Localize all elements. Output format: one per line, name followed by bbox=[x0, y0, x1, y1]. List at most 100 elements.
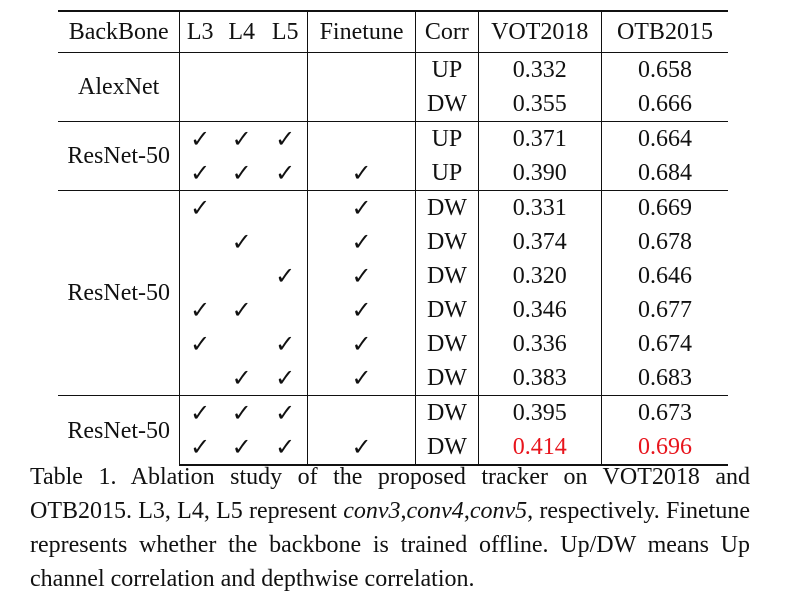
l4-check-cell: ✓ bbox=[220, 121, 264, 156]
l5-check-cell bbox=[263, 293, 308, 327]
caption-prefix: Table 1. Ablation study of the proposed … bbox=[30, 464, 750, 524]
vot2018-cell: 0.383 bbox=[478, 361, 602, 396]
finetune-check-cell: ✓ bbox=[307, 361, 417, 396]
l3-check-cell bbox=[180, 87, 220, 122]
vot2018-cell: 0.355 bbox=[478, 87, 602, 122]
corr-cell: DW bbox=[415, 190, 479, 225]
caption-sep1: , bbox=[400, 498, 407, 524]
backbone-cell: ResNet-50 bbox=[58, 395, 181, 465]
finetune-check-cell: ✓ bbox=[307, 430, 417, 466]
finetune-check-cell: ✓ bbox=[307, 293, 417, 327]
finetune-check-cell: ✓ bbox=[307, 156, 417, 191]
caption-text: Table 1. Ablation study of the proposed … bbox=[30, 460, 750, 596]
finetune-check-cell: ✓ bbox=[307, 327, 417, 361]
corr-cell: DW bbox=[415, 259, 479, 293]
l3-check-cell: ✓ bbox=[179, 190, 220, 225]
l3-check-cell bbox=[180, 361, 220, 396]
l4-check-cell: ✓ bbox=[220, 430, 264, 466]
l4-check-cell: ✓ bbox=[220, 395, 264, 430]
caption-conv5: conv5 bbox=[469, 498, 528, 524]
l3-check-cell bbox=[180, 225, 220, 259]
caption-conv3: conv3 bbox=[343, 498, 401, 524]
l5-check-cell: ✓ bbox=[263, 259, 308, 293]
corr-cell: DW bbox=[415, 430, 479, 466]
finetune-check-cell: ✓ bbox=[307, 225, 417, 259]
l3-check-cell: ✓ bbox=[190, 296, 211, 324]
vot2018-cell: 0.414 bbox=[478, 430, 602, 466]
l5-check-cell: ✓ bbox=[263, 327, 308, 361]
l5-check-cell: ✓ bbox=[263, 361, 308, 396]
corr-cell: DW bbox=[415, 293, 479, 327]
l3-check-cell bbox=[180, 259, 220, 293]
corr-cell: DW bbox=[415, 327, 479, 361]
finetune-check-cell bbox=[307, 121, 417, 156]
l4-check-cell: ✓ bbox=[231, 364, 252, 392]
l5-check-cell bbox=[263, 52, 308, 87]
table-row: ResNet-50 ✓ ✓ DW 0.331 0.669 bbox=[58, 190, 728, 396]
corr-cell: UP bbox=[415, 121, 479, 156]
finetune-check-cell bbox=[307, 87, 417, 122]
l5-check-cell: ✓ bbox=[263, 430, 308, 466]
header-corr: Corr bbox=[415, 10, 479, 53]
caption-conv4: conv4 bbox=[406, 498, 464, 524]
vot2018-cell: 0.371 bbox=[478, 121, 602, 156]
vot2018-cell: 0.395 bbox=[478, 395, 602, 430]
table-row: ✓ ✓ ✓ DW 0.383 0.683 bbox=[58, 361, 728, 396]
table-body: AlexNet UP 0.332 0.658 DW 0.355 0.666 ResNet-50… bbox=[58, 52, 728, 466]
backbone-cell: AlexNet bbox=[58, 52, 181, 122]
finetune-check-cell bbox=[307, 395, 417, 430]
otb2015-cell: 0.674 bbox=[637, 331, 692, 357]
table-row: ✓ ✓ ✓ DW 0.336 0.674 bbox=[58, 327, 728, 361]
vot2018-cell: 0.374 bbox=[478, 225, 602, 259]
table-row: ✓ ✓ ✓ ✓ DW 0.414 0.696 bbox=[58, 430, 728, 466]
l5-check-cell: ✓ bbox=[263, 121, 308, 156]
l5-check-cell bbox=[263, 225, 308, 259]
vot2018-cell: 0.346 bbox=[478, 293, 602, 327]
backbone-cell: ResNet-50 bbox=[58, 121, 181, 191]
l4-check-cell bbox=[220, 190, 264, 225]
otb2015-cell: 0.677 bbox=[637, 297, 692, 323]
otb2015-cell: 0.696 bbox=[601, 430, 728, 466]
l3-check-cell: ✓ bbox=[179, 430, 220, 466]
vot2018-cell: 0.390 bbox=[478, 156, 602, 191]
finetune-check-cell: ✓ bbox=[307, 259, 417, 293]
header-l5: L5 bbox=[263, 10, 308, 53]
table-row: DW 0.355 0.666 bbox=[58, 87, 728, 122]
l4-check-cell: ✓ bbox=[231, 228, 252, 256]
l5-check-cell bbox=[263, 190, 308, 225]
finetune-check-cell: ✓ bbox=[307, 190, 417, 225]
table-caption: Table 1. Ablation study of the proposed … bbox=[30, 460, 750, 596]
table-row: ✓ ✓ ✓ DW 0.346 0.677 bbox=[58, 293, 728, 327]
otb2015-cell: 0.673 bbox=[601, 395, 728, 430]
header-finetune: Finetune bbox=[307, 10, 417, 53]
otb2015-cell: 0.658 bbox=[637, 57, 692, 83]
l3-check-cell: ✓ bbox=[179, 395, 220, 430]
header-otb2015: OTB2015 bbox=[601, 10, 728, 53]
l3-check-cell: ✓ bbox=[179, 121, 220, 156]
otb2015-cell: 0.669 bbox=[601, 190, 728, 225]
vot2018-cell: 0.332 bbox=[478, 52, 602, 87]
otb2015-cell: 0.666 bbox=[637, 91, 692, 117]
l4-check-cell bbox=[220, 327, 263, 361]
caption-sep2: , bbox=[463, 498, 470, 524]
header-l3: L3 bbox=[179, 10, 220, 53]
corr-cell: DW bbox=[415, 87, 479, 122]
table-row: ✓ ✓ DW 0.320 0.646 bbox=[58, 259, 728, 293]
l3-check-cell: ✓ bbox=[190, 159, 211, 187]
ablation-table-container: BackBone L3 L4 L5 Finetune Corr VOT2018 … bbox=[58, 10, 728, 466]
l4-check-cell: ✓ bbox=[231, 296, 252, 324]
table-header-row: BackBone L3 L4 L5 Finetune Corr VOT2018 … bbox=[58, 10, 728, 53]
table-row: ✓ ✓ ✓ ✓ UP 0.390 0.684 bbox=[58, 156, 728, 191]
ablation-table: BackBone L3 L4 L5 Finetune Corr VOT2018 … bbox=[58, 10, 728, 466]
l3-check-cell: ✓ bbox=[190, 330, 211, 358]
vot2018-cell: 0.320 bbox=[478, 259, 602, 293]
corr-cell: DW bbox=[415, 225, 479, 259]
otb2015-cell: 0.683 bbox=[637, 365, 692, 391]
table-row: ✓ ✓ DW 0.374 0.678 bbox=[58, 225, 728, 259]
otb2015-cell: 0.664 bbox=[601, 121, 728, 156]
table-row: AlexNet UP 0.332 0.658 bbox=[58, 52, 728, 122]
vot2018-cell: 0.331 bbox=[478, 190, 602, 225]
l4-check-cell bbox=[220, 87, 263, 122]
l4-check-cell bbox=[220, 259, 263, 293]
header-vot2018: VOT2018 bbox=[478, 10, 602, 53]
